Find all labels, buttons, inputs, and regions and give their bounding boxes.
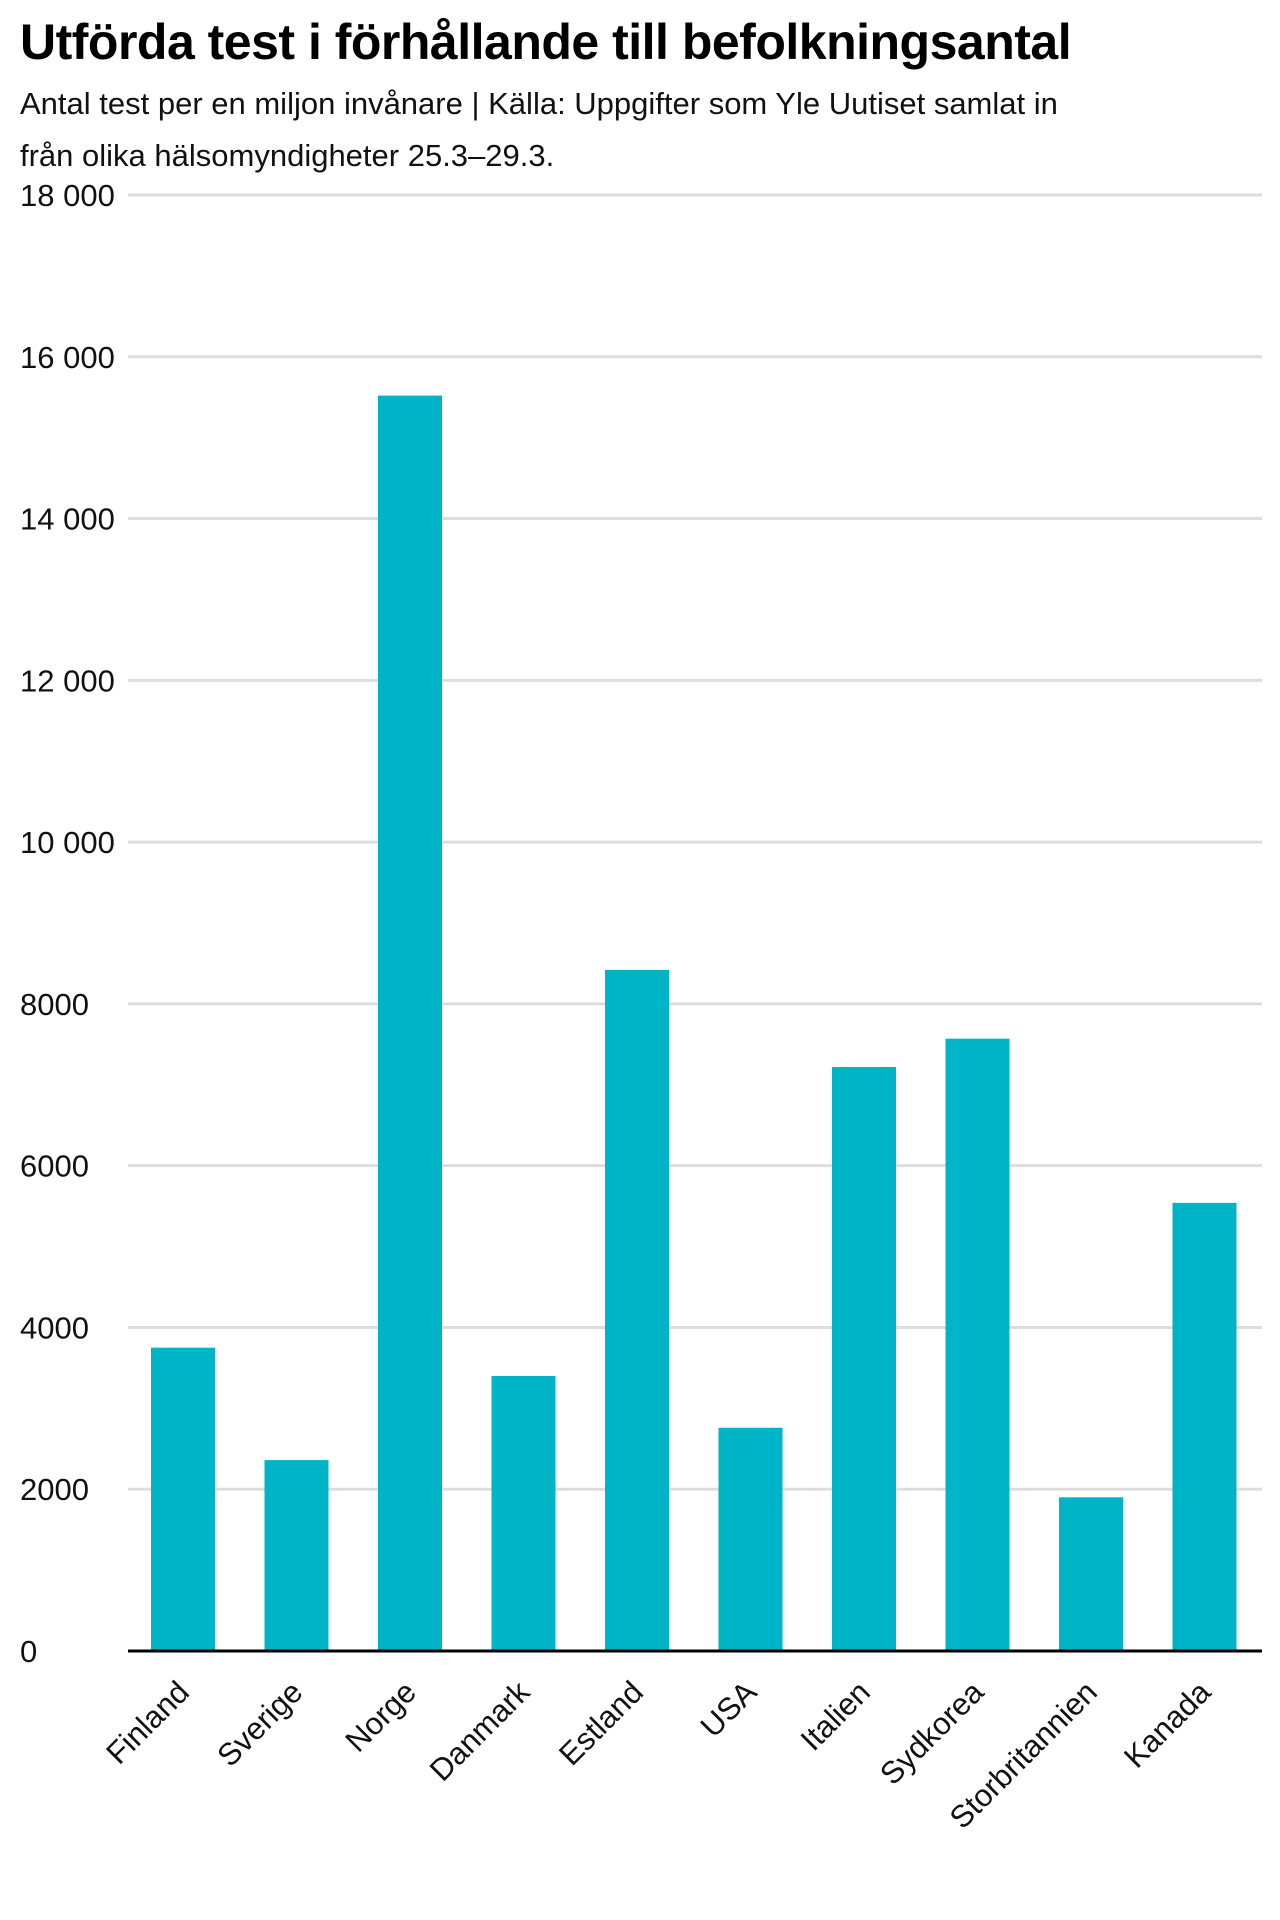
bar-storbritannien xyxy=(1059,1497,1123,1651)
bar-norge xyxy=(378,395,442,1651)
y-axis-ticks: 0 2000 4000 6000 8000 10 000 12 000 14 000 16 00… xyxy=(20,178,115,1669)
gridlines xyxy=(128,193,1262,1491)
x-axis-labels: Finland Sverige Norge Danmark Estland USA Ital… xyxy=(99,1674,1218,1836)
bar-usa xyxy=(718,1427,783,1651)
y-tick-label: 18 000 xyxy=(20,178,115,213)
y-tick-label: 0 xyxy=(20,1634,37,1669)
chart-title: Utförda test i förhållande till befolkni… xyxy=(20,14,1072,70)
bars xyxy=(151,395,1237,1651)
x-tick-label: USA xyxy=(694,1674,764,1744)
y-tick-label: 2000 xyxy=(20,1472,89,1507)
bar-estland xyxy=(605,969,669,1651)
y-tick-label: 4000 xyxy=(20,1310,89,1345)
y-tick-label: 14 000 xyxy=(20,502,115,537)
y-tick-label: 10 000 xyxy=(20,825,115,860)
x-tick-label: Italien xyxy=(794,1674,877,1757)
x-tick-label: Danmark xyxy=(423,1674,537,1788)
chart-header: Utförda test i förhållande till befolkni… xyxy=(20,10,1260,182)
bar-sverige xyxy=(264,1460,329,1651)
bar-sydkorea xyxy=(945,1038,1010,1651)
x-tick-label: Sydkorea xyxy=(873,1674,991,1792)
chart-subtitle: Antal test per en miljon invånare | Käll… xyxy=(20,86,1058,173)
y-tick-label: 8000 xyxy=(20,987,89,1022)
x-tick-label: Norge xyxy=(338,1674,422,1758)
x-tick-label: Kanada xyxy=(1117,1674,1218,1775)
bar-kanada xyxy=(1172,1202,1237,1651)
bar-italien xyxy=(832,1066,896,1651)
x-tick-label: Sverige xyxy=(210,1674,309,1773)
bar-finland xyxy=(151,1347,215,1651)
y-tick-label: 12 000 xyxy=(20,663,115,698)
y-tick-label: 6000 xyxy=(20,1149,89,1184)
bar-danmark xyxy=(491,1375,556,1651)
x-tick-label: Estland xyxy=(552,1674,650,1772)
x-tick-label: Finland xyxy=(99,1674,196,1771)
y-tick-label: 16 000 xyxy=(20,340,115,375)
